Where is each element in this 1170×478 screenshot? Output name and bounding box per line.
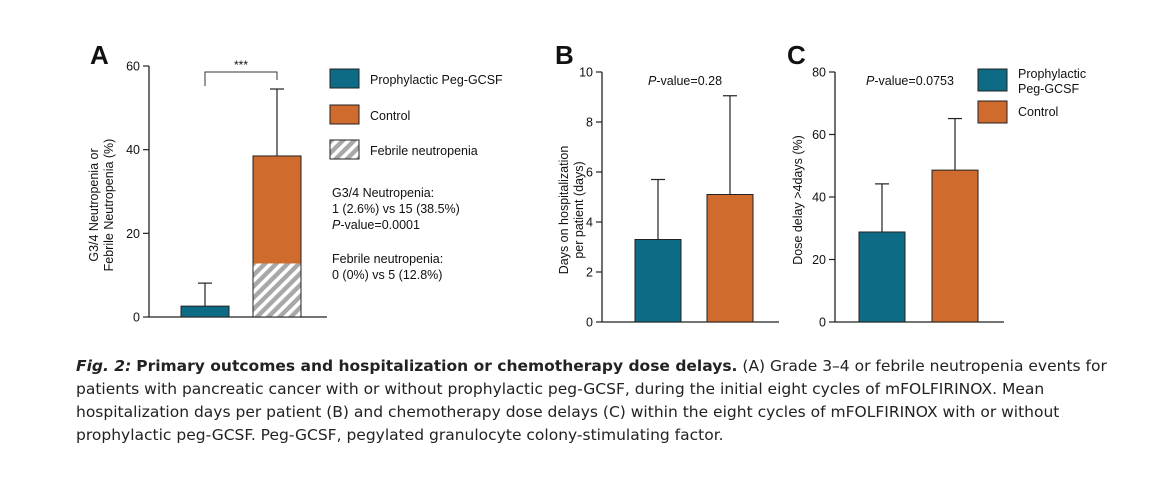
panel-b-ylabel-line-2: per patient (days) — [572, 161, 586, 258]
panel-a-tick-label-20: 20 — [126, 227, 140, 241]
panel-a-legend-label-control: Control — [370, 109, 410, 123]
panel-b-pvalue: P-value=0.28 — [648, 74, 722, 88]
panel-c-legend-swatch-prophylactic-peg-gcsf — [977, 68, 1008, 92]
panel-a-tick-label-0: 0 — [133, 311, 140, 325]
panel-a-febrile-segment — [253, 263, 301, 317]
panel-c-bar-prophylactic-peg-gcsf — [858, 231, 906, 323]
panel-c-pvalue: P-value=0.0753 — [866, 74, 954, 88]
panel-c-legend-label-control-line-1: Control — [1018, 105, 1058, 119]
panel-a-bar-prophylactic-peg-gcsf — [180, 305, 230, 318]
panel-c-ylabel-line-1: Dose delay >4days (%) — [791, 135, 805, 265]
panel-c-tick-label-40: 40 — [812, 191, 826, 205]
panel-a-annotation-neutropenia-line-3: P-value=0.0001 — [332, 218, 420, 232]
panel-b-tick-label-10: 10 — [579, 66, 593, 80]
panel-b-bar-prophylactic-peg-gcsf — [634, 239, 682, 323]
panel-a-ylabel-line-2: Febrile Neutropenia (%) — [102, 139, 116, 272]
panel-a-tick-label-60: 60 — [126, 60, 140, 74]
panel-a-ylabel-line-1: G3/4 Neutropenia or — [87, 148, 101, 261]
panel-a-annotation-febrile-line-1: Febrile neutropenia: — [332, 252, 443, 266]
panel-c-letter: C — [787, 40, 806, 70]
panel-a-annotation-neutropenia-line-2: 1 (2.6%) vs 15 (38.5%) — [332, 202, 460, 216]
panel-c-tick-label-20: 20 — [812, 253, 826, 267]
panel-a-significance-bracket — [204, 71, 278, 86]
panel-c-legend-label-prophylactic-peg-gcsf-line-2: Peg-GCSF — [1018, 82, 1079, 96]
caption-figure-number: Fig. 2: — [76, 357, 132, 375]
panel-a-legend-swatch-febrile-neutropenia — [329, 139, 360, 160]
panel-a-tick-label-40: 40 — [126, 143, 140, 157]
panel-c-tick-label-80: 80 — [812, 66, 826, 80]
panel-a-annotation-febrile-line-2: 0 (0%) vs 5 (12.8%) — [332, 268, 442, 282]
panel-a-legend-swatch-prophylactic-peg-gcsf — [329, 68, 360, 89]
panel-a-significance-label: *** — [234, 58, 248, 72]
panel-b-tick-label-8: 8 — [586, 116, 593, 130]
panel-b-ylabel-line-1: Days on hospitalization — [557, 146, 571, 275]
panel-b-letter: B — [555, 40, 574, 70]
figure-caption: Fig. 2: Primary outcomes and hospitaliza… — [76, 355, 1116, 447]
panel-b-tick-label-2: 2 — [586, 266, 593, 280]
panel-c-bar-control — [931, 169, 979, 323]
caption-body: (A) Grade 3–4 or febrile neutropenia eve… — [76, 357, 1107, 444]
panel-b-bar-control — [706, 194, 754, 323]
panel-a-legend-label-prophylactic-peg-gcsf: Prophylactic Peg-GCSF — [370, 73, 503, 87]
panel-c-legend-label-prophylactic-peg-gcsf-line-1: Prophylactic — [1018, 67, 1086, 81]
panel-a-letter: A — [90, 40, 109, 70]
caption-title: Primary outcomes and hospitalization or … — [136, 357, 738, 375]
panel-a-annotation-neutropenia-line-1: G3/4 Neutropenia: — [332, 186, 434, 200]
panel-b-tick-label-0: 0 — [586, 316, 593, 330]
panel-c-legend-swatch-control — [977, 100, 1008, 124]
panel-b-tick-label-6: 6 — [586, 166, 593, 180]
panel-a-legend-label-febrile-neutropenia: Febrile neutropenia — [370, 144, 478, 158]
panel-c-tick-label-60: 60 — [812, 128, 826, 142]
panel-b-tick-label-4: 4 — [586, 216, 593, 230]
panel-a-legend-swatch-control — [329, 104, 360, 125]
panel-c-tick-label-0: 0 — [819, 316, 826, 330]
